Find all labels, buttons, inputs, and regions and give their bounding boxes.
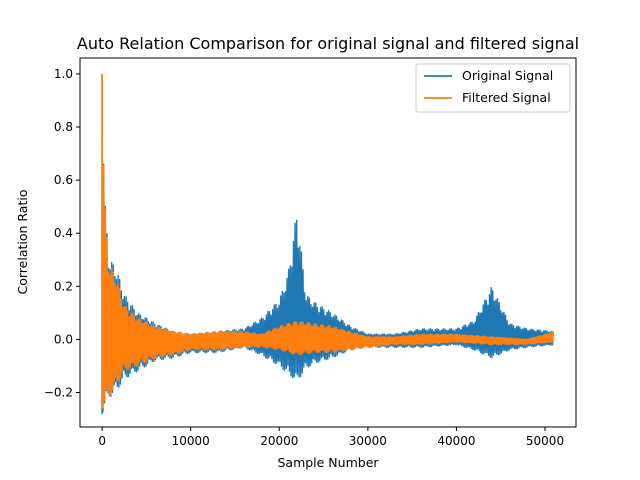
y-tick-label: 1.0 bbox=[54, 67, 73, 81]
y-tick-label: 0.0 bbox=[54, 332, 73, 346]
y-tick-label: 0.2 bbox=[54, 279, 73, 293]
x-tick-label: 20000 bbox=[260, 434, 298, 448]
plot-area bbox=[79, 57, 577, 428]
y-tick-label: 0.6 bbox=[54, 173, 73, 187]
legend-label-original: Original Signal bbox=[462, 68, 553, 83]
legend-box bbox=[415, 63, 571, 113]
x-tick-label: 0 bbox=[98, 434, 106, 448]
x-tick-label: 40000 bbox=[437, 434, 475, 448]
legend-label-filtered: Filtered Signal bbox=[462, 90, 551, 105]
y-axis-label: Correlation Ratio bbox=[15, 190, 30, 295]
y-tick-label: 0.8 bbox=[54, 120, 73, 134]
x-tick-label: 10000 bbox=[172, 434, 210, 448]
x-tick-label: 30000 bbox=[349, 434, 387, 448]
chart-title: Auto Relation Comparison for original si… bbox=[77, 34, 579, 53]
y-tick-label: −0.2 bbox=[44, 385, 73, 399]
x-axis: 0 10000 20000 30000 40000 50000 bbox=[98, 427, 564, 448]
axes-frame bbox=[79, 57, 577, 428]
x-axis-label: Sample Number bbox=[277, 455, 379, 470]
y-axis: −0.2 0.0 0.2 0.4 0.6 0.8 1.0 bbox=[44, 67, 80, 399]
series-line-filtered-signal bbox=[101, 140, 555, 408]
x-tick-label: 50000 bbox=[526, 434, 564, 448]
series-layer bbox=[101, 73, 555, 414]
legend: Original Signal Filtered Signal bbox=[415, 63, 571, 113]
y-tick-label: 0.4 bbox=[54, 226, 73, 240]
